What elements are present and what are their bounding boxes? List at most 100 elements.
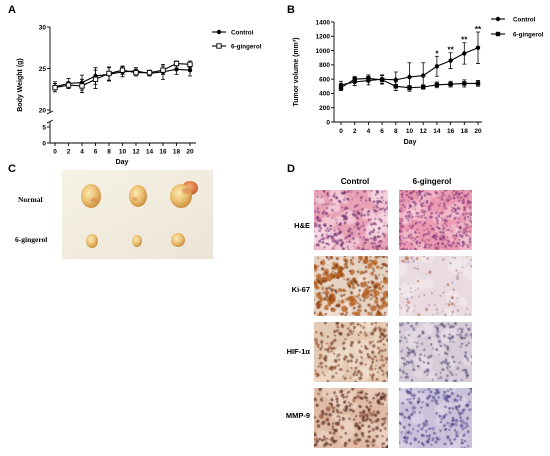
- axis-break-mark: [46, 110, 54, 115]
- y-axis-label: Body Weight (g): [17, 58, 24, 112]
- series-6-gingerol: [52, 60, 193, 93]
- histology-row-label-ki67: Ki-67: [292, 285, 310, 294]
- y-tick-label: 30: [39, 24, 47, 31]
- y-tick-label: 20: [39, 107, 47, 114]
- tumor-photo-panel: Normal 6-gingerol: [15, 170, 213, 259]
- data-point-6-gingerol: [434, 82, 440, 88]
- x-tick-label: 18: [173, 149, 181, 156]
- series-control: [338, 31, 481, 92]
- y-tick-label: 200: [319, 105, 330, 112]
- histology-image-he-control: [314, 190, 388, 250]
- x-tick-label: 0: [339, 128, 343, 135]
- tumor-vessel-spot: [91, 197, 97, 203]
- legend-label: Control: [231, 29, 254, 36]
- legend-item-control: Control: [491, 16, 536, 23]
- histology-image-ki67-6-gingerol: [399, 256, 472, 316]
- x-tick-label: 12: [132, 149, 140, 156]
- x-tick-label: 0: [53, 149, 57, 156]
- x-tick-label: 14: [433, 128, 441, 135]
- y-tick-label: 800: [319, 62, 330, 69]
- histology-row-label-mmp9: MMP-9: [286, 411, 310, 420]
- x-axis-label: Day: [116, 159, 129, 166]
- legend-label: Control: [513, 16, 536, 23]
- significance-marker: *: [435, 49, 439, 58]
- legend-item-control: Control: [212, 29, 254, 36]
- data-point-6-gingerol: [448, 81, 453, 87]
- data-point-6-gingerol: [475, 81, 481, 86]
- x-tick-label: 8: [107, 149, 111, 156]
- legend-item-6-gingerol: 6-gingerol: [491, 31, 544, 38]
- legend-marker: [495, 31, 501, 37]
- series-6-gingerol: [338, 74, 481, 91]
- data-point-6-gingerol: [119, 67, 126, 73]
- y-tick-label: 600: [319, 76, 330, 83]
- tumor-6-gingerol: [86, 234, 98, 248]
- data-point-control: [407, 74, 412, 80]
- legend-label: 6-gingerol: [513, 31, 544, 38]
- data-point-6-gingerol: [173, 60, 180, 67]
- chart-a-body-weight: 0 5 20 25 30 0 2 4 6 8 10 12 14 16 18 20 Day Body Weight …: [17, 24, 262, 166]
- histology-row-label-hif1a: HIF-1α: [287, 347, 311, 356]
- histology-column-header-control: Control: [341, 177, 369, 186]
- significance-marker: **: [461, 36, 468, 45]
- x-tick-label: 16: [447, 128, 455, 135]
- data-point-6-gingerol: [160, 67, 166, 73]
- panel-letter-c: C: [8, 163, 16, 175]
- data-point-control: [174, 67, 179, 72]
- chart-b-tumor-volume: 0 200 400 600 800 1000 1200 1400 0 2 4 6 8 10 12 14 16 18…: [293, 16, 544, 146]
- x-tick-label: 16: [159, 149, 167, 156]
- x-tick-label: 8: [394, 128, 398, 135]
- data-point-6-gingerol: [79, 83, 85, 89]
- y-tick-label: 5: [42, 124, 46, 131]
- histology-column-header-6-gingerol: 6-gingerol: [413, 177, 452, 186]
- x-tick-label: 2: [353, 128, 357, 135]
- data-point-6-gingerol: [338, 85, 344, 90]
- x-tick-label: 6: [94, 149, 98, 156]
- tumor-vessel-spot: [182, 188, 190, 194]
- x-tick-label: 6: [380, 128, 384, 135]
- legend-marker: [495, 16, 501, 22]
- x-tick-label: 4: [80, 149, 84, 156]
- significance-marker: **: [447, 46, 454, 55]
- legend-marker: [216, 29, 222, 35]
- tumor-6-gingerol: [171, 233, 185, 247]
- data-point-6-gingerol: [65, 82, 72, 88]
- x-tick-label: 12: [420, 128, 428, 135]
- data-point-6-gingerol: [366, 76, 371, 81]
- histology-panel-labels: Control 6-gingerol H&E Ki-67 HIF-1α MMP-…: [286, 177, 452, 420]
- tumor-normal: [170, 184, 192, 208]
- data-point-6-gingerol: [52, 84, 58, 91]
- y-tick-label: 1400: [316, 19, 331, 26]
- x-tick-label: 4: [367, 128, 371, 135]
- x-tick-label: 10: [119, 149, 127, 156]
- y-tick-label: 25: [39, 66, 47, 73]
- tumor-normal: [129, 185, 147, 207]
- data-point-control: [393, 77, 398, 83]
- legend-marker: [216, 43, 222, 49]
- data-point-control: [421, 73, 426, 78]
- histology-image-mmp9-6-gingerol: [399, 388, 472, 448]
- tumor-vessel-spot: [132, 197, 138, 201]
- y-tick-label: 0: [326, 119, 330, 126]
- tumor-6-gingerol: [132, 235, 142, 247]
- data-point-6-gingerol: [407, 85, 412, 90]
- y-tick-label: 400: [319, 91, 330, 98]
- y-tick-label: 0: [42, 140, 46, 147]
- data-point-6-gingerol: [379, 77, 385, 83]
- panel-letter-a: A: [8, 4, 16, 16]
- data-point-control: [448, 58, 453, 63]
- x-tick-label: 14: [146, 149, 154, 156]
- y-axis-label: Tumor volume (mm³): [293, 37, 300, 106]
- histology-image-mmp9-control: [314, 388, 388, 448]
- data-point-6-gingerol: [421, 84, 426, 90]
- panel-letter-d: D: [287, 163, 295, 175]
- histology-row-label-he: H&E: [294, 221, 310, 230]
- tumor-normal: [81, 184, 101, 208]
- significance-marker: **: [475, 25, 482, 34]
- photo-row-label-6-gingerol: 6-gingerol: [15, 235, 47, 244]
- data-point-control: [434, 64, 440, 69]
- histology-image-ki67-control: [314, 256, 388, 316]
- data-point-6-gingerol: [106, 70, 112, 77]
